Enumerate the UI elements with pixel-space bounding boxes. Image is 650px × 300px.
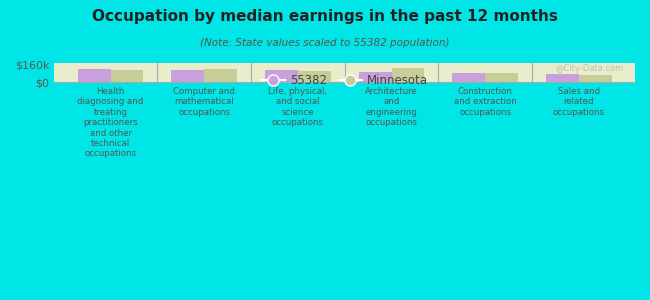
Bar [172,70,204,82]
Bar [546,74,578,82]
Bar [578,75,612,82]
Bar [452,74,485,82]
Legend: 55382, Minnesota: 55382, Minnesota [257,69,433,92]
Bar [111,70,144,82]
Text: (Note: State values scaled to 55382 population): (Note: State values scaled to 55382 popu… [200,38,450,47]
Bar [265,70,298,82]
Text: Occupation by median earnings in the past 12 months: Occupation by median earnings in the pas… [92,9,558,24]
Bar [298,71,331,82]
Bar [485,74,518,82]
Bar [204,69,237,82]
Bar [359,72,391,82]
Text: @City-Data.com: @City-Data.com [555,64,623,73]
Bar [78,69,111,82]
Bar [391,68,424,82]
